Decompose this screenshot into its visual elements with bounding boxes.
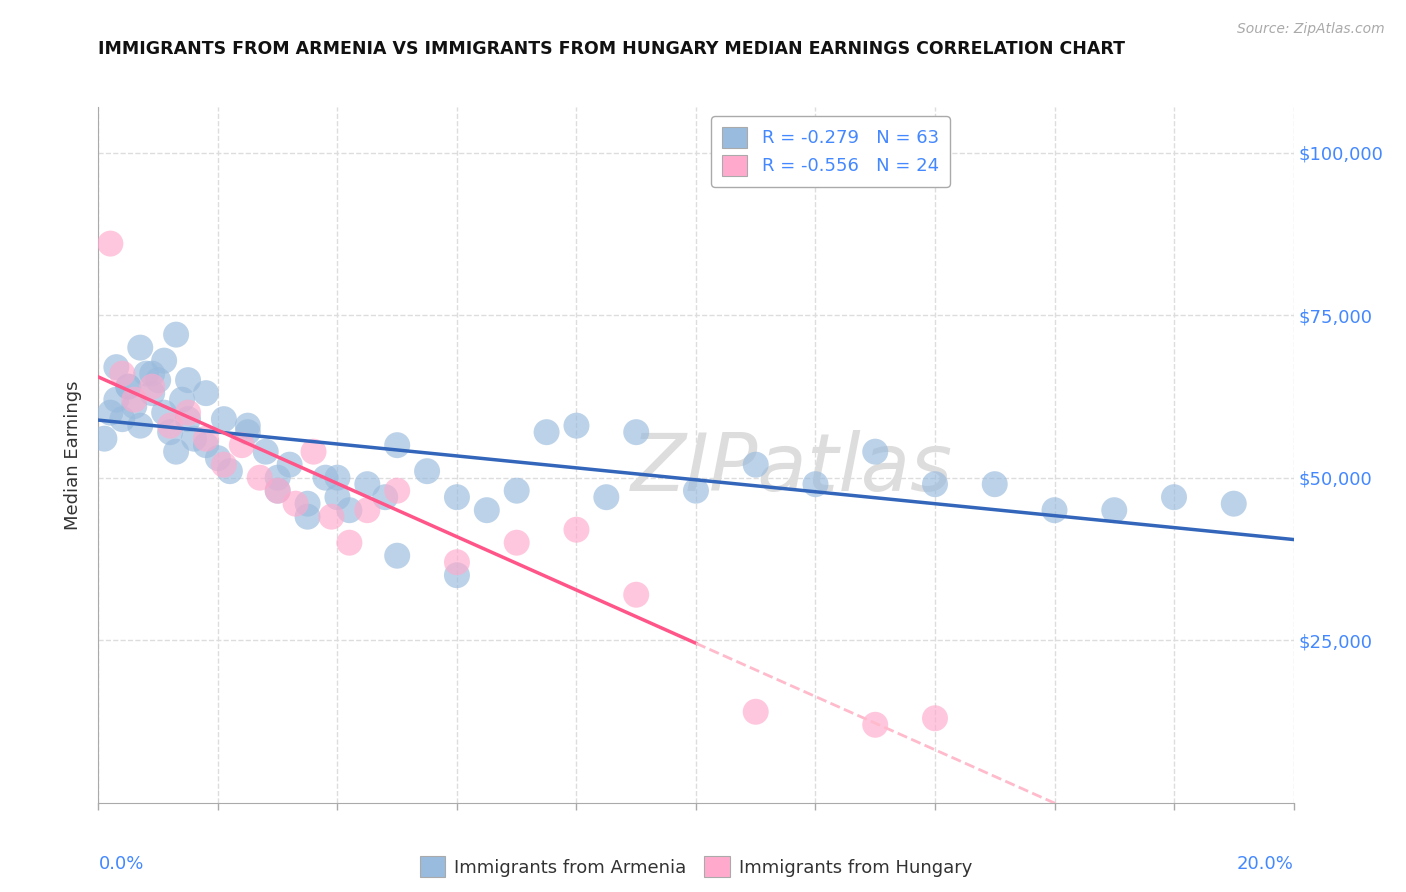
Point xyxy=(745,705,768,719)
Point xyxy=(183,432,205,446)
Point xyxy=(339,535,360,549)
Point xyxy=(129,341,152,355)
Point xyxy=(446,490,468,504)
Point xyxy=(249,471,271,485)
Point xyxy=(153,406,176,420)
Point xyxy=(254,444,277,458)
Point xyxy=(177,373,200,387)
Point xyxy=(924,711,946,725)
Point xyxy=(595,490,617,504)
Point xyxy=(284,497,307,511)
Point xyxy=(315,471,337,485)
Point xyxy=(865,444,887,458)
Point xyxy=(565,418,588,433)
Point xyxy=(100,406,122,420)
Point xyxy=(207,451,229,466)
Point xyxy=(159,425,181,439)
Point xyxy=(924,477,946,491)
Point xyxy=(685,483,707,498)
Point xyxy=(278,458,301,472)
Point xyxy=(117,379,139,393)
Point xyxy=(626,425,648,439)
Point xyxy=(195,432,218,446)
Point xyxy=(105,360,128,375)
Point xyxy=(148,373,170,387)
Point xyxy=(865,718,887,732)
Point xyxy=(111,412,134,426)
Point xyxy=(267,471,290,485)
Point xyxy=(105,392,128,407)
Point xyxy=(267,483,290,498)
Point xyxy=(745,458,768,472)
Point xyxy=(135,367,157,381)
Point xyxy=(385,549,409,563)
Point xyxy=(141,386,163,401)
Point xyxy=(236,425,259,439)
Point xyxy=(141,367,163,381)
Text: ZIPatlas: ZIPatlas xyxy=(630,430,953,508)
Point xyxy=(984,477,1007,491)
Point xyxy=(302,444,325,458)
Point xyxy=(236,418,259,433)
Point xyxy=(1104,503,1126,517)
Point xyxy=(297,497,319,511)
Y-axis label: Median Earnings: Median Earnings xyxy=(65,380,83,530)
Point xyxy=(153,353,176,368)
Point xyxy=(177,406,200,420)
Text: Source: ZipAtlas.com: Source: ZipAtlas.com xyxy=(1237,22,1385,37)
Point xyxy=(385,483,409,498)
Point xyxy=(326,471,349,485)
Point xyxy=(159,418,181,433)
Point xyxy=(1223,497,1246,511)
Point xyxy=(804,477,827,491)
Point xyxy=(374,490,396,504)
Point xyxy=(195,386,218,401)
Point xyxy=(100,236,122,251)
Point xyxy=(565,523,588,537)
Point xyxy=(129,418,152,433)
Point xyxy=(475,503,498,517)
Point xyxy=(141,379,163,393)
Point xyxy=(219,464,242,478)
Point xyxy=(124,392,146,407)
Point xyxy=(446,555,468,569)
Point xyxy=(297,509,319,524)
Point xyxy=(416,464,439,478)
Point xyxy=(326,490,349,504)
Legend: Immigrants from Armenia, Immigrants from Hungary: Immigrants from Armenia, Immigrants from… xyxy=(412,849,980,884)
Point xyxy=(385,438,409,452)
Point xyxy=(231,438,253,452)
Point xyxy=(536,425,558,439)
Point xyxy=(339,503,360,517)
Text: IMMIGRANTS FROM ARMENIA VS IMMIGRANTS FROM HUNGARY MEDIAN EARNINGS CORRELATION C: IMMIGRANTS FROM ARMENIA VS IMMIGRANTS FR… xyxy=(98,40,1125,58)
Point xyxy=(117,379,139,393)
Point xyxy=(506,483,529,498)
Point xyxy=(93,432,115,446)
Point xyxy=(626,588,648,602)
Point xyxy=(195,438,218,452)
Point xyxy=(267,483,290,498)
Point xyxy=(111,367,134,381)
Point xyxy=(172,392,194,407)
Text: 20.0%: 20.0% xyxy=(1237,855,1294,872)
Point xyxy=(212,458,235,472)
Text: 0.0%: 0.0% xyxy=(98,855,143,872)
Point xyxy=(321,509,343,524)
Point xyxy=(356,477,378,491)
Point xyxy=(1163,490,1185,504)
Point xyxy=(356,503,378,517)
Point xyxy=(212,412,235,426)
Point xyxy=(124,399,146,413)
Point xyxy=(165,327,187,342)
Point xyxy=(506,535,529,549)
Point xyxy=(165,444,187,458)
Point xyxy=(177,412,200,426)
Point xyxy=(1043,503,1066,517)
Point xyxy=(446,568,468,582)
